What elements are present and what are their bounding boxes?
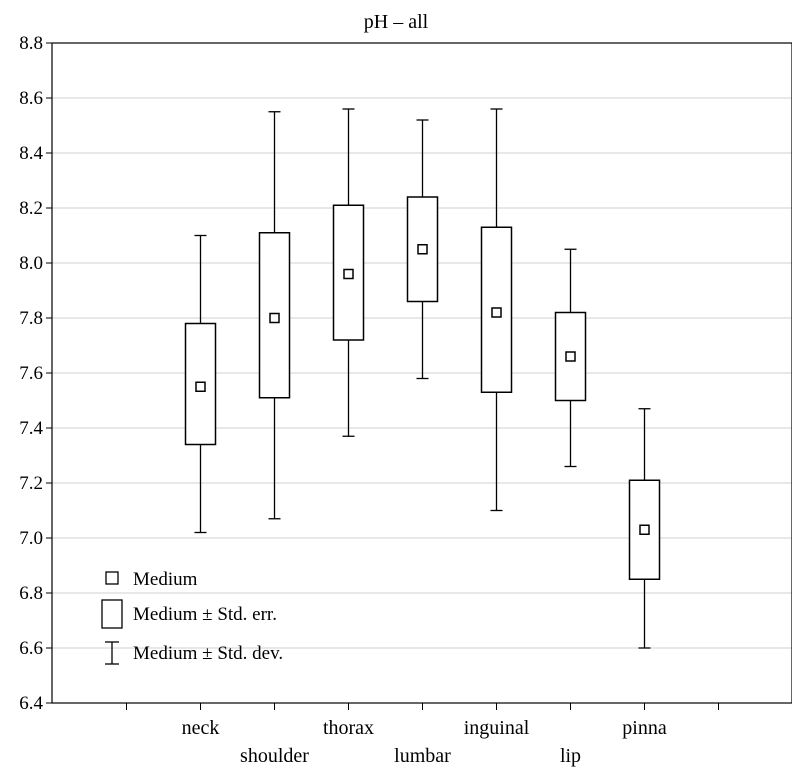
box-neck — [184, 234, 217, 534]
median-marker — [417, 244, 428, 255]
box-series — [184, 108, 661, 649]
box-lip — [554, 248, 587, 468]
chart-title: pH – all — [364, 11, 429, 33]
x-tick-label: thorax — [323, 717, 374, 739]
x-tick-label: shoulder — [240, 745, 309, 767]
x-tick-label: pinna — [622, 717, 667, 739]
legend-medium-icon — [105, 571, 119, 585]
x-axis: neck shoulder thorax lumbar inguinal lip pinna — [126, 703, 719, 767]
y-tick-label: 8.0 — [19, 253, 43, 274]
median-marker — [195, 381, 206, 392]
median-marker — [639, 524, 650, 535]
y-tick-label: 6.4 — [19, 693, 43, 714]
box-lumbar — [406, 119, 439, 380]
y-tick-label: 8.8 — [19, 33, 43, 54]
y-tick-label: 6.6 — [19, 638, 43, 659]
x-tick-label: inguinal — [464, 717, 530, 739]
y-tick-label: 6.8 — [19, 583, 43, 604]
y-tick-label: 7.0 — [19, 528, 43, 549]
y-axis: 6.4 6.6 6.8 7.0 7.2 7.4 7.6 7.8 8.0 8.2 8.4 8.6 8.8 — [19, 33, 52, 714]
legend-label: Medium ± Std. err. — [133, 604, 277, 625]
median-marker — [269, 312, 280, 324]
box-inguinal — [480, 108, 513, 512]
median-marker — [491, 307, 502, 318]
legend: Medium Medium ± Std. err. Medium ± Std. de… — [101, 569, 283, 665]
y-tick-label: 7.2 — [19, 473, 43, 494]
y-tick-label: 7.8 — [19, 308, 43, 329]
y-tick-label: 8.2 — [19, 198, 43, 219]
legend-label: Medium — [133, 569, 198, 590]
median-marker — [565, 351, 576, 362]
x-tick-label: lip — [560, 745, 581, 767]
x-tick-label: lumbar — [394, 745, 451, 767]
y-tick-label: 8.4 — [19, 143, 43, 164]
median-marker — [343, 268, 354, 280]
legend-label: Medium ± Std. dev. — [133, 643, 283, 664]
legend-std-err-icon — [101, 599, 123, 629]
box-thorax — [332, 108, 365, 437]
box-shoulder — [258, 111, 291, 520]
legend-std-dev-icon — [105, 641, 119, 665]
se-box — [628, 479, 661, 580]
y-tick-label: 7.4 — [19, 418, 43, 439]
y-tick-label: 7.6 — [19, 363, 43, 384]
x-tick-label: neck — [182, 717, 220, 739]
box-pinna — [628, 408, 661, 649]
y-tick-label: 8.6 — [19, 88, 43, 109]
